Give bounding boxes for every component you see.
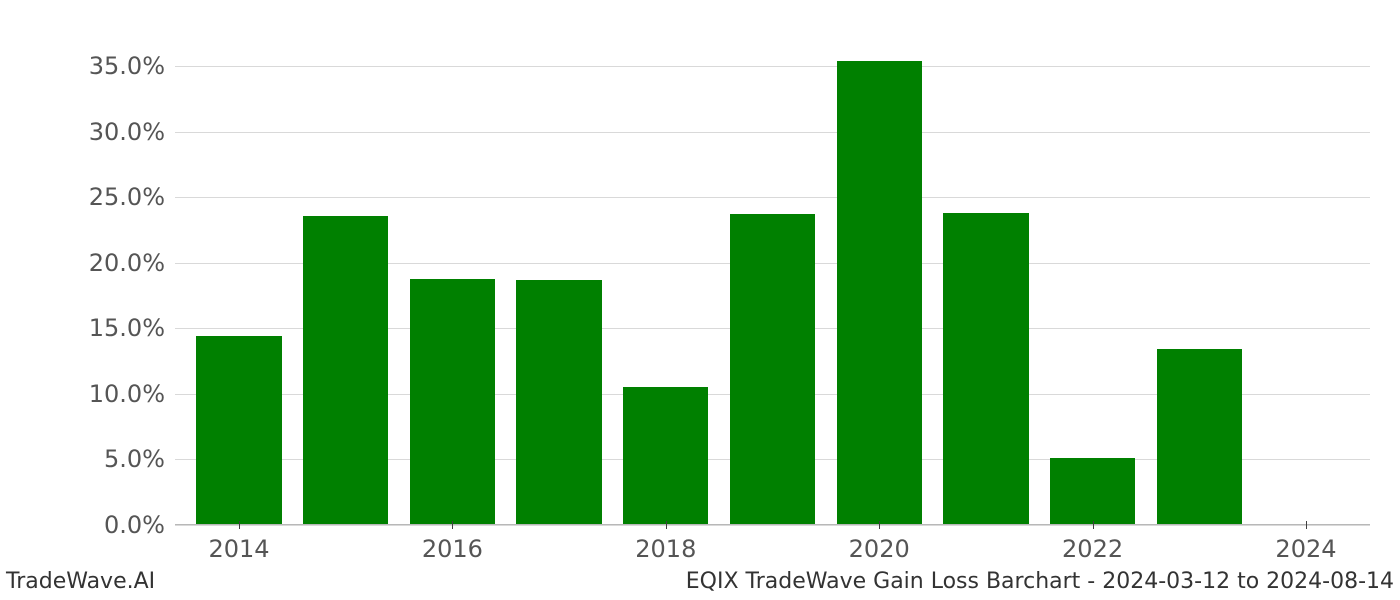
bar <box>1157 349 1242 525</box>
y-gridline: 30.0% <box>175 132 1370 133</box>
bar <box>943 213 1028 525</box>
footer-brand: TradeWave.AI <box>6 569 155 594</box>
bar <box>837 61 922 525</box>
bar <box>730 214 815 525</box>
y-gridline: 0.0% <box>175 525 1370 526</box>
x-tick-label: 2018 <box>635 525 696 563</box>
y-tick-label: 10.0% <box>89 380 175 408</box>
bar <box>410 279 495 525</box>
figure: 0.0% 5.0% 10.0% 15.0% 20.0% 25.0% 30.0% … <box>0 0 1400 600</box>
bar <box>303 216 388 525</box>
bar <box>516 280 601 525</box>
x-axis-spine <box>175 524 1370 525</box>
y-tick-label: 35.0% <box>89 52 175 80</box>
x-tick-label: 2024 <box>1275 525 1336 563</box>
x-tick-label: 2022 <box>1062 525 1123 563</box>
y-tick-label: 0.0% <box>104 511 175 539</box>
y-tick-label: 5.0% <box>104 445 175 473</box>
x-tick-label: 2020 <box>849 525 910 563</box>
y-tick-label: 15.0% <box>89 314 175 342</box>
plot-area: 0.0% 5.0% 10.0% 15.0% 20.0% 25.0% 30.0% … <box>175 40 1370 525</box>
y-tick-label: 20.0% <box>89 249 175 277</box>
bar <box>623 387 708 525</box>
x-tick-label: 2014 <box>208 525 269 563</box>
bar <box>1050 458 1135 525</box>
y-gridline: 35.0% <box>175 66 1370 67</box>
y-gridline: 25.0% <box>175 197 1370 198</box>
x-tick-label: 2016 <box>422 525 483 563</box>
y-tick-label: 30.0% <box>89 118 175 146</box>
bar <box>196 336 281 525</box>
footer-caption: EQIX TradeWave Gain Loss Barchart - 2024… <box>686 569 1394 594</box>
y-tick-label: 25.0% <box>89 183 175 211</box>
